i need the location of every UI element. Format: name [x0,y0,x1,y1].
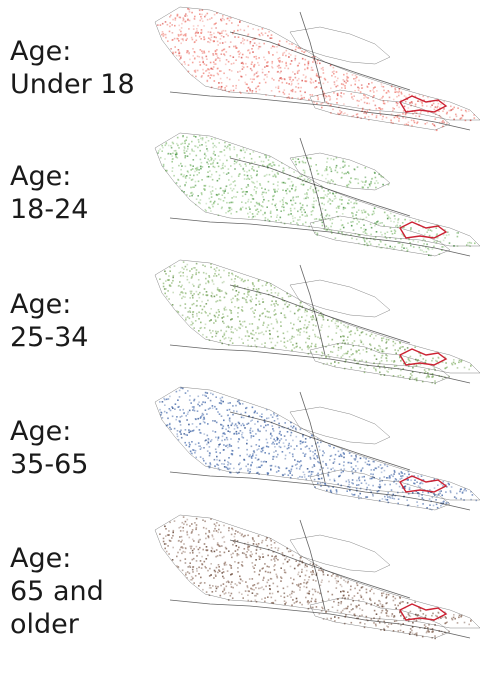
road-line [229,157,411,217]
road-line [229,284,411,344]
region-outline [309,215,451,257]
region-outline [289,26,391,65]
highlight-area [399,475,448,493]
label-25-34: Age: 25-34 [10,289,89,353]
map-panel [154,6,481,132]
road-line [229,31,411,91]
region-outline [309,597,451,639]
label-35-65: Age: 35-65 [10,416,89,480]
region-outline [309,469,451,511]
density-dots [159,516,472,640]
road-line [229,539,411,599]
highlight-area [399,348,448,366]
road-line [299,11,326,103]
region-outline [154,514,481,629]
road-line [299,391,326,483]
road-line [169,91,471,131]
road-line [299,519,326,611]
label-65-and-older: Age: 65 and older [10,543,104,640]
road-line [169,344,471,384]
region-outline [309,342,451,384]
road-line [229,411,411,471]
density-dots [157,8,476,132]
highlight-area [399,221,448,239]
road-line [299,137,326,229]
road-line [169,217,471,257]
region-outline [154,6,481,121]
label-under-18: Age: Under 18 [10,36,135,100]
highlight-area [399,95,448,113]
map-panel [154,259,481,385]
road-line [169,471,471,511]
region-outline [154,386,481,501]
road-line [299,264,326,356]
road-line [169,599,471,639]
region-outline [154,259,481,374]
map-panel [154,132,481,257]
density-dots [159,261,472,385]
map-panel [154,514,481,640]
region-outline [309,89,451,131]
label-18-24: Age: 18-24 [10,161,89,225]
map-panel [154,386,481,511]
density-dots [157,135,476,257]
region-outline [154,132,481,247]
highlight-area [399,603,448,621]
